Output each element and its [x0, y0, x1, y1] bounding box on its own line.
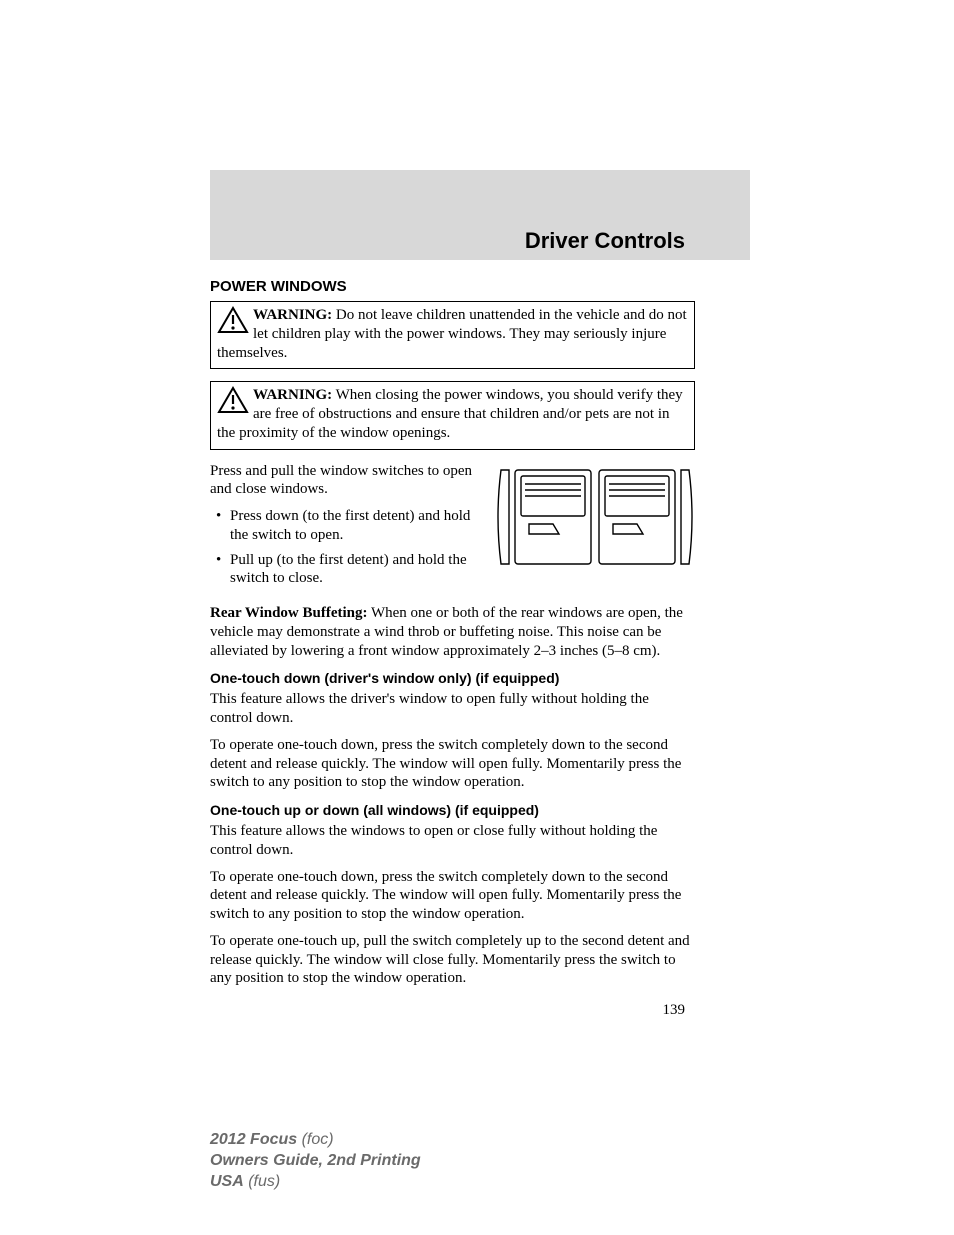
- text-with-figure: Press and pull the window switches to op…: [210, 462, 695, 595]
- body-paragraph: This feature allows the windows to open …: [210, 822, 695, 860]
- document-footer: 2012 Focus (foc) Owners Guide, 2nd Print…: [210, 1130, 421, 1192]
- warning-icon: [217, 386, 249, 414]
- window-switch-diagram: [495, 462, 695, 595]
- footer-line: USA (fus): [210, 1172, 421, 1193]
- buffeting-label: Rear Window Buffeting:: [210, 605, 368, 621]
- section-heading: POWER WINDOWS: [210, 278, 695, 295]
- body-paragraph: To operate one-touch up, pull the switch…: [210, 932, 695, 988]
- buffeting-paragraph: Rear Window Buffeting: When one or both …: [210, 604, 695, 660]
- body-paragraph: To operate one-touch down, press the swi…: [210, 868, 695, 924]
- intro-paragraph: Press and pull the window switches to op…: [210, 462, 475, 500]
- bullet-list: Press down (to the first detent) and hol…: [210, 507, 475, 588]
- warning-label: WARNING:: [253, 387, 332, 403]
- list-item: Press down (to the first detent) and hol…: [214, 507, 475, 545]
- subsection-heading: One-touch down (driver's window only) (i…: [210, 670, 695, 686]
- figure-text-col: Press and pull the window switches to op…: [210, 462, 475, 595]
- chapter-title: Driver Controls: [210, 228, 695, 254]
- warning-box-2: WARNING: When closing the power windows,…: [210, 381, 695, 449]
- body-paragraph: This feature allows the driver's window …: [210, 690, 695, 728]
- list-item: Pull up (to the first detent) and hold t…: [214, 551, 475, 589]
- warning-icon: [217, 306, 249, 334]
- footer-region: USA: [210, 1173, 244, 1190]
- warning-label: WARNING:: [253, 307, 332, 323]
- footer-model: 2012 Focus: [210, 1131, 297, 1148]
- page-content: Driver Controls POWER WINDOWS WARNING: D…: [210, 228, 695, 1019]
- subsection-heading: One-touch up or down (all windows) (if e…: [210, 802, 695, 818]
- body-paragraph: To operate one-touch down, press the swi…: [210, 736, 695, 792]
- warning-box-1: WARNING: Do not leave children unattende…: [210, 301, 695, 369]
- footer-code: (foc): [297, 1131, 333, 1148]
- footer-code: (fus): [244, 1173, 280, 1190]
- page-number: 139: [210, 1002, 695, 1019]
- footer-line: Owners Guide, 2nd Printing: [210, 1151, 421, 1172]
- footer-line: 2012 Focus (foc): [210, 1130, 421, 1151]
- footer-guide: Owners Guide, 2nd Printing: [210, 1152, 421, 1169]
